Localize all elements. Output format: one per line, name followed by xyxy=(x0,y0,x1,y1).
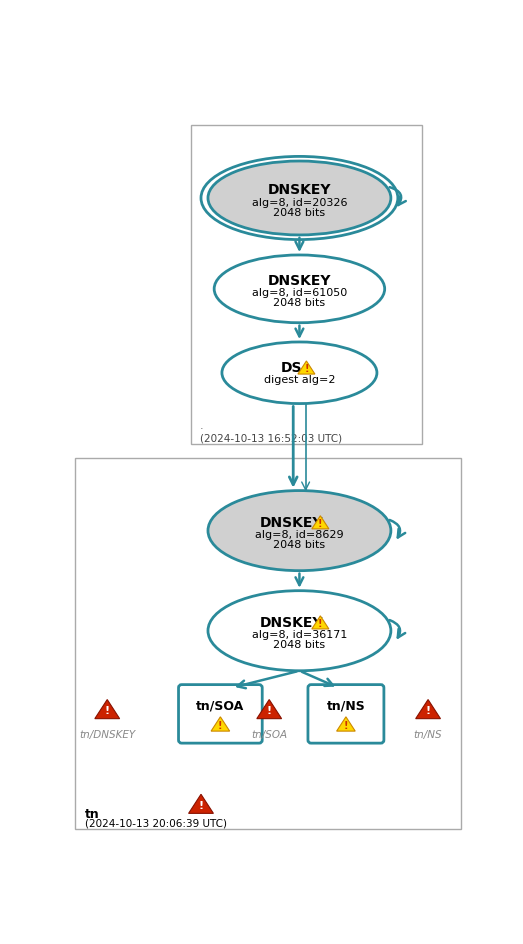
Text: tn/SOA: tn/SOA xyxy=(196,700,244,713)
FancyBboxPatch shape xyxy=(191,125,422,445)
Text: !: ! xyxy=(267,706,272,716)
FancyBboxPatch shape xyxy=(75,458,461,830)
Text: !: ! xyxy=(304,364,309,374)
FancyBboxPatch shape xyxy=(178,684,262,743)
Polygon shape xyxy=(337,716,355,731)
Text: digest alg=2: digest alg=2 xyxy=(264,376,335,385)
Polygon shape xyxy=(95,700,120,718)
Text: DNSKEY: DNSKEY xyxy=(260,516,323,530)
Text: alg=8, id=20326: alg=8, id=20326 xyxy=(252,197,347,208)
Text: 2048 bits: 2048 bits xyxy=(274,540,325,550)
Text: DNSKEY: DNSKEY xyxy=(260,616,323,630)
Ellipse shape xyxy=(208,491,391,571)
Text: (2024-10-13 20:06:39 UTC): (2024-10-13 20:06:39 UTC) xyxy=(85,818,227,829)
Text: !: ! xyxy=(318,619,323,629)
Ellipse shape xyxy=(222,342,377,404)
Text: alg=8, id=61050: alg=8, id=61050 xyxy=(252,289,347,298)
Text: .: . xyxy=(200,421,204,431)
Polygon shape xyxy=(211,716,230,731)
Text: tn/NS: tn/NS xyxy=(414,730,442,740)
Polygon shape xyxy=(416,700,440,718)
Text: alg=8, id=8629: alg=8, id=8629 xyxy=(255,531,344,540)
Text: tn/SOA: tn/SOA xyxy=(251,730,287,740)
Text: tn/NS: tn/NS xyxy=(326,700,365,713)
Text: DNSKEY: DNSKEY xyxy=(268,183,331,197)
Polygon shape xyxy=(312,615,329,629)
Text: !: ! xyxy=(105,706,110,716)
Text: tn/DNSKEY: tn/DNSKEY xyxy=(79,730,135,740)
Text: (2024-10-13 16:52:03 UTC): (2024-10-13 16:52:03 UTC) xyxy=(200,433,343,444)
Text: !: ! xyxy=(198,801,203,811)
Ellipse shape xyxy=(208,591,391,671)
Ellipse shape xyxy=(214,255,385,323)
Polygon shape xyxy=(257,700,281,718)
Ellipse shape xyxy=(208,161,391,235)
Text: DS: DS xyxy=(281,362,302,375)
Text: tn: tn xyxy=(85,808,99,821)
Text: !: ! xyxy=(318,519,323,529)
Polygon shape xyxy=(312,515,329,529)
Text: alg=8, id=36171: alg=8, id=36171 xyxy=(252,631,347,640)
Polygon shape xyxy=(298,361,315,374)
FancyBboxPatch shape xyxy=(308,684,384,743)
Text: 2048 bits: 2048 bits xyxy=(274,208,325,218)
Text: 2048 bits: 2048 bits xyxy=(274,640,325,650)
Text: !: ! xyxy=(344,720,348,731)
Polygon shape xyxy=(189,794,213,814)
Text: !: ! xyxy=(426,706,430,716)
Text: !: ! xyxy=(218,720,223,731)
Text: DNSKEY: DNSKEY xyxy=(268,274,331,288)
Text: 2048 bits: 2048 bits xyxy=(274,298,325,309)
